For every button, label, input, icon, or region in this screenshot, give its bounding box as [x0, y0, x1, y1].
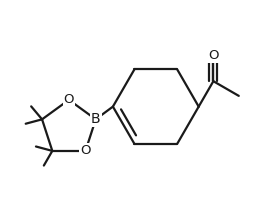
Text: B: B	[91, 112, 101, 126]
Text: O: O	[64, 93, 74, 106]
Text: O: O	[80, 144, 91, 157]
Text: O: O	[208, 49, 219, 62]
